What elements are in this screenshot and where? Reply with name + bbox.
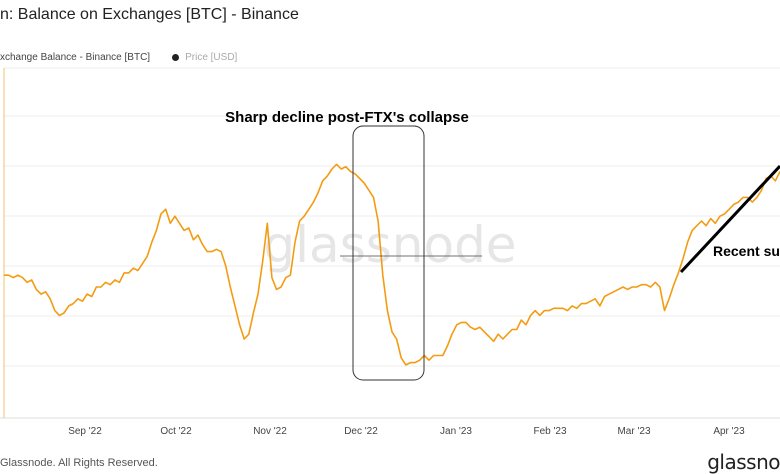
x-tick-label: Nov '22 <box>253 426 287 437</box>
legend: xchange Balance - Binance [BTC] Price [U… <box>0 50 237 64</box>
x-axis-ticks: Sep '22 Oct '22 Nov '22 Dec '22 Jan '23 Feb '… <box>68 426 745 437</box>
watermark: glassnode <box>263 216 516 274</box>
balance-series-line <box>4 163 780 366</box>
x-tick-label: Jan '23 <box>440 426 472 437</box>
annotation-ftx-collapse: Sharp decline post-FTX's collapse <box>225 109 469 126</box>
copyright-text: Glassnode. All Rights Reserved. <box>0 457 158 469</box>
ftx-highlight-box <box>352 125 425 381</box>
legend-series-price[interactable]: Price [USD] <box>185 51 238 63</box>
x-tick-label: Feb '23 <box>533 426 566 437</box>
x-tick-label: Dec '22 <box>344 426 378 437</box>
legend-series-balance[interactable]: xchange Balance - Binance [BTC] <box>0 51 151 63</box>
chart-title: n: Balance on Exchanges [BTC] - Binance <box>0 6 299 23</box>
x-tick-label: Oct '22 <box>160 426 192 437</box>
annotation-recent-surge: Recent su <box>713 243 780 259</box>
x-tick-label: Apr '23 <box>713 426 745 437</box>
x-tick-label: Mar '23 <box>617 426 650 437</box>
glassnode-logo[interactable]: glassno <box>707 450 780 474</box>
x-tick-label: Sep '22 <box>68 426 102 437</box>
grid-lines <box>4 67 780 367</box>
recent-surge-arrow <box>679 164 780 274</box>
legend-price-dot-icon <box>172 53 180 61</box>
